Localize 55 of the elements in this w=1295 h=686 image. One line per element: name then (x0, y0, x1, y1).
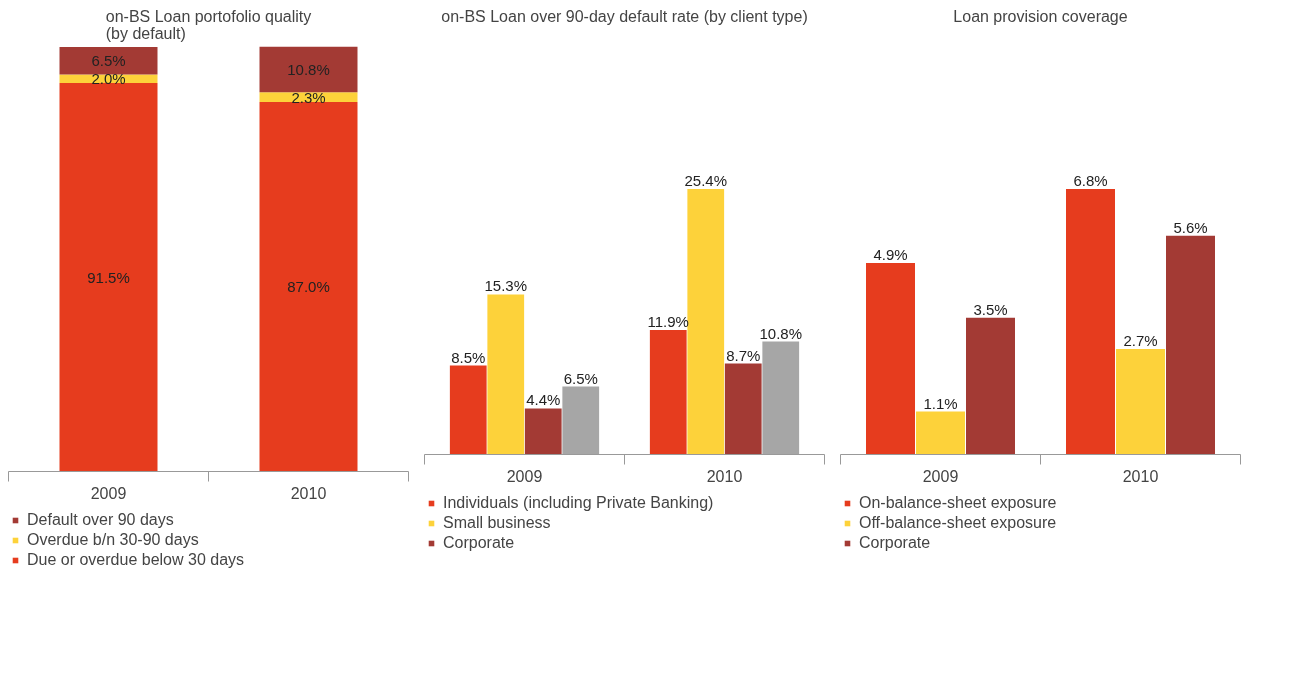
chart-title: Loan provision coverage (953, 7, 1128, 25)
data-label: 91.5% (87, 268, 130, 286)
bar (866, 263, 915, 455)
data-label: 6.8% (1073, 171, 1108, 189)
legend-label: Off-balance-sheet exposure (859, 514, 1057, 532)
data-label: 1.1% (923, 394, 958, 412)
x-tick-label: 2010 (1122, 467, 1159, 485)
chart-title: on-BS Loan portofolio quality (by default) (105, 7, 312, 42)
data-label: 10.8% (287, 60, 330, 78)
legend-label: On-balance-sheet exposure (859, 494, 1057, 512)
legend-label: Due or overdue below 30 days (27, 551, 245, 569)
x-tick-label: 2010 (706, 467, 743, 485)
bar (724, 363, 762, 455)
data-label: 25.4% (684, 171, 728, 189)
chart-title: on-BS Loan over 90-day default rate (by client type) (441, 7, 808, 25)
x-tick-label: 2010 (290, 484, 327, 502)
bar (649, 330, 687, 455)
legend-label: Default over 90 days (27, 511, 174, 529)
bar (916, 411, 965, 455)
bar (259, 46, 358, 93)
bar (762, 341, 800, 455)
legend-label: Corporate (859, 534, 931, 552)
bar (966, 317, 1015, 455)
bar (259, 102, 358, 472)
x-tick-label: 2009 (90, 484, 127, 502)
data-label: 2.7% (1123, 332, 1158, 350)
data-label: 8.5% (451, 348, 486, 366)
data-label: 87.0% (287, 278, 330, 296)
bar (59, 46, 158, 75)
data-label: 6.5% (563, 369, 598, 387)
data-label: 4.9% (873, 246, 908, 264)
bar (687, 188, 725, 455)
bar (449, 365, 487, 455)
bar (1066, 188, 1115, 455)
x-tick-label: 2009 (922, 467, 959, 485)
x-tick-label: 2009 (506, 467, 543, 485)
data-label: 4.4% (526, 391, 561, 409)
data-label: 2.0% (91, 70, 126, 88)
bar (1116, 349, 1165, 455)
legend-label: Individuals (including Private Banking) (443, 494, 714, 512)
bar (1166, 235, 1215, 455)
data-label: 10.8% (759, 324, 803, 342)
legend-label: Overdue b/n 30-90 days (27, 531, 199, 549)
legend-label: Small business (443, 514, 551, 532)
data-label: 2.3% (291, 88, 326, 106)
bar (524, 408, 562, 455)
bar (562, 386, 600, 455)
data-label: 15.3% (484, 277, 528, 295)
data-label: 5.6% (1173, 218, 1208, 236)
data-label: 8.7% (726, 346, 761, 364)
bar (487, 294, 525, 455)
data-label: 3.5% (973, 300, 1008, 318)
data-label: 6.5% (91, 52, 126, 70)
bar (59, 83, 158, 472)
legend-label: Corporate (443, 534, 515, 552)
